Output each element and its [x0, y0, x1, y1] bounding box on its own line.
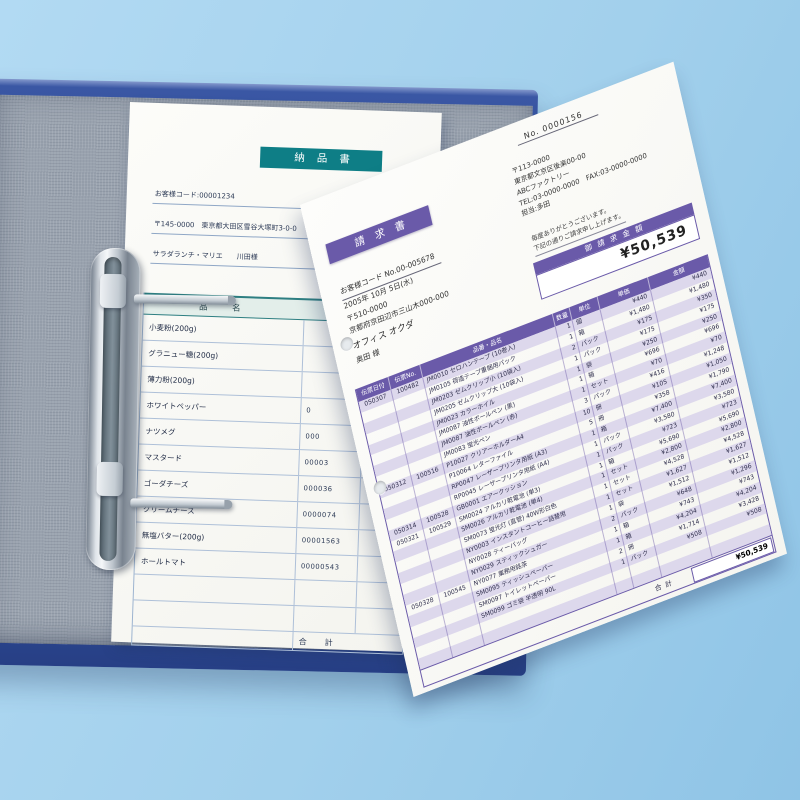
mechanism-prong-top	[133, 294, 236, 306]
product-code: 00001563	[301, 536, 341, 546]
delivery-total-label: 合 計	[298, 637, 338, 648]
invoice-recipient-block: お客様コード No.00-005678 2005年 10月 5日(水) 〒510…	[339, 248, 457, 368]
invoice-no-value: 0000156	[541, 109, 584, 134]
product-name: 無塩バター(200g)	[141, 530, 205, 542]
product-code: 00003	[304, 458, 329, 468]
product-name: グラニュー糖(200g)	[148, 348, 219, 361]
product-name: マスタード	[144, 452, 183, 464]
product-name: ゴーダチーズ	[143, 478, 189, 490]
mechanism-clip-bottom	[96, 461, 124, 497]
delivery-note-title: 納品書	[259, 146, 383, 172]
product-code: 00000543	[300, 562, 340, 572]
mechanism-prong-bottom	[130, 498, 233, 510]
product-code: 000	[305, 432, 321, 441]
ring-mechanism	[85, 247, 236, 571]
product-code: 000036	[303, 484, 333, 494]
product-code: 0000074	[302, 510, 337, 520]
product-name: ホールトマト	[140, 556, 187, 568]
mechanism-clip-top	[99, 273, 127, 309]
product-name: 小麦粉(200g)	[148, 322, 197, 334]
product-name: ナツメグ	[145, 426, 176, 437]
invoice-no-label: No.	[523, 126, 541, 142]
product-name: 薄力粉(200g)	[147, 374, 195, 386]
product-code: 0	[306, 406, 312, 415]
product-name: ホワイトペッパー	[146, 400, 207, 412]
